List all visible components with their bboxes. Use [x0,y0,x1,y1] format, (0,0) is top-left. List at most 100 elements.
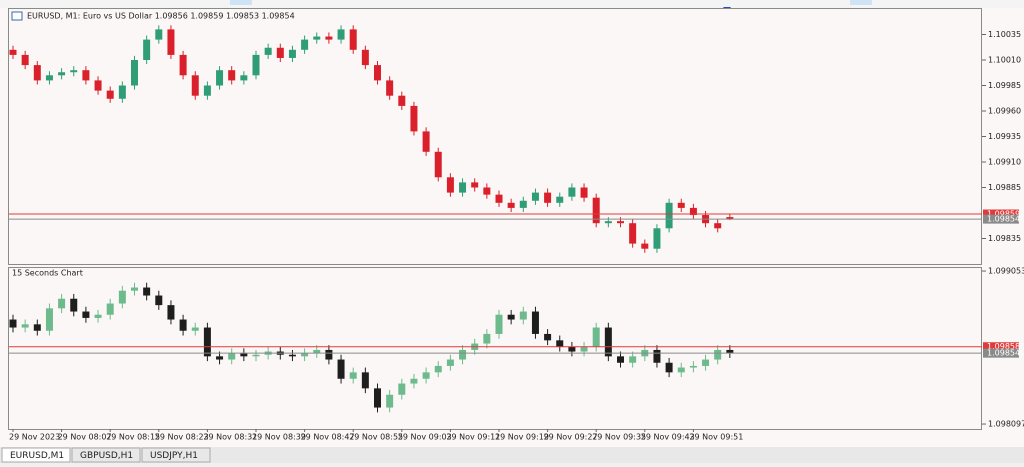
candle-body [653,349,661,363]
candle-body [714,349,722,360]
price-label-box [983,214,1019,224]
toolbar-button[interactable] [850,0,872,5]
candle-body [410,105,418,132]
x-tick-label: 29 Nov 09:19 [495,433,549,442]
candle-body [507,314,515,320]
sub-panel [8,267,982,430]
x-tick-label: 29 Nov 08:23 [155,433,209,442]
candle-body [349,372,357,379]
candle-body [252,54,260,76]
candle-body [446,359,454,366]
candle-body [459,182,467,193]
x-tick-label: 29 Nov 2023 [9,433,60,442]
candle-body [216,356,224,360]
candle-body [617,356,624,363]
candle-body [604,327,612,357]
x-tick-label: 29 Nov 09:35 [592,433,646,442]
y-tick-label: 1.098097 [988,420,1024,429]
candle-body [106,90,114,99]
candle-body [191,75,199,96]
y-tick-label: 1.09935 [988,132,1021,141]
candle-body [264,47,272,55]
tab-label[interactable]: EURUSD,M1 [10,451,64,461]
candle-body [580,346,588,352]
tab-bar [0,447,1024,463]
candle-body [240,75,248,81]
candle-body [252,354,260,357]
chart-title: 15 Seconds Chart [12,269,83,278]
y-tick-label: 1.10035 [988,30,1021,39]
candle-body [216,70,224,86]
candle-body [143,287,151,296]
candle-body [240,353,248,357]
price-label-box [983,348,1019,358]
candle-body [58,72,66,76]
candle-body [446,177,454,193]
price-label: 1.09854 [987,215,1020,224]
candle-body [313,36,321,40]
candle-body [507,202,515,208]
candle-body [398,383,406,395]
candle-body [519,200,527,208]
candle-body [33,65,41,81]
tab-label[interactable]: USDJPY,H1 [150,451,198,461]
candle-body [629,356,637,363]
main-panel [8,8,982,265]
candle-body [483,333,491,344]
tab[interactable] [141,447,211,463]
candle-body [471,182,479,188]
candle-body [386,394,394,408]
candle-body [531,192,539,201]
candle-body [689,207,697,216]
candle-body [58,298,66,309]
candle-body [629,223,637,244]
x-tick-label: 29 Nov 09:51 [689,433,743,442]
candle-body [374,65,381,81]
candle-body [167,29,175,55]
y-tick-label: 1.09885 [988,183,1021,192]
candle-body [118,85,126,99]
tab[interactable] [1,447,71,463]
chart-icon [11,11,23,21]
x-tick-label: 29 Nov 09:11 [446,433,500,442]
candle-body [45,75,53,81]
candle-body [337,29,345,40]
tab[interactable] [71,447,141,463]
candle-body [118,290,126,304]
y-tick-label: 1.09985 [988,81,1021,90]
y-tick-label: 1.09960 [988,107,1021,116]
candle-body [325,349,333,360]
candle-body [155,295,163,306]
candle-body [82,70,90,81]
candle-body [422,131,430,152]
candle-body [155,29,163,40]
tab-label[interactable]: GBPUSD,H1 [80,451,133,461]
candle-body [9,49,17,55]
candle-body [604,221,612,224]
candle-body [422,372,430,379]
toolbar [0,0,1024,8]
candle-body [106,303,114,315]
x-tick-label: 29 Nov 08:07 [58,433,112,442]
candle-body [21,324,29,328]
candle-body [665,202,673,229]
candle-body [349,29,357,50]
candle-body [544,333,552,341]
candle-body [313,349,321,354]
x-tick-label: 29 Nov 08:55 [349,433,403,442]
candle-body [45,308,53,331]
candle-body [337,359,345,379]
candle-body [82,311,90,318]
candle-body [568,187,576,197]
toolbar-button[interactable] [230,0,252,5]
candle-body [179,54,187,76]
candle-body [617,221,624,224]
y-tick-label: 1.09835 [988,234,1021,243]
candle-body [386,80,394,96]
y-tick-label: 1.099053 [988,267,1024,276]
candle-body [592,197,600,224]
candle-body [33,324,41,331]
candle-body [544,192,552,203]
x-tick-label: 29 Nov 08:15 [106,433,160,442]
candle-body [653,228,661,249]
